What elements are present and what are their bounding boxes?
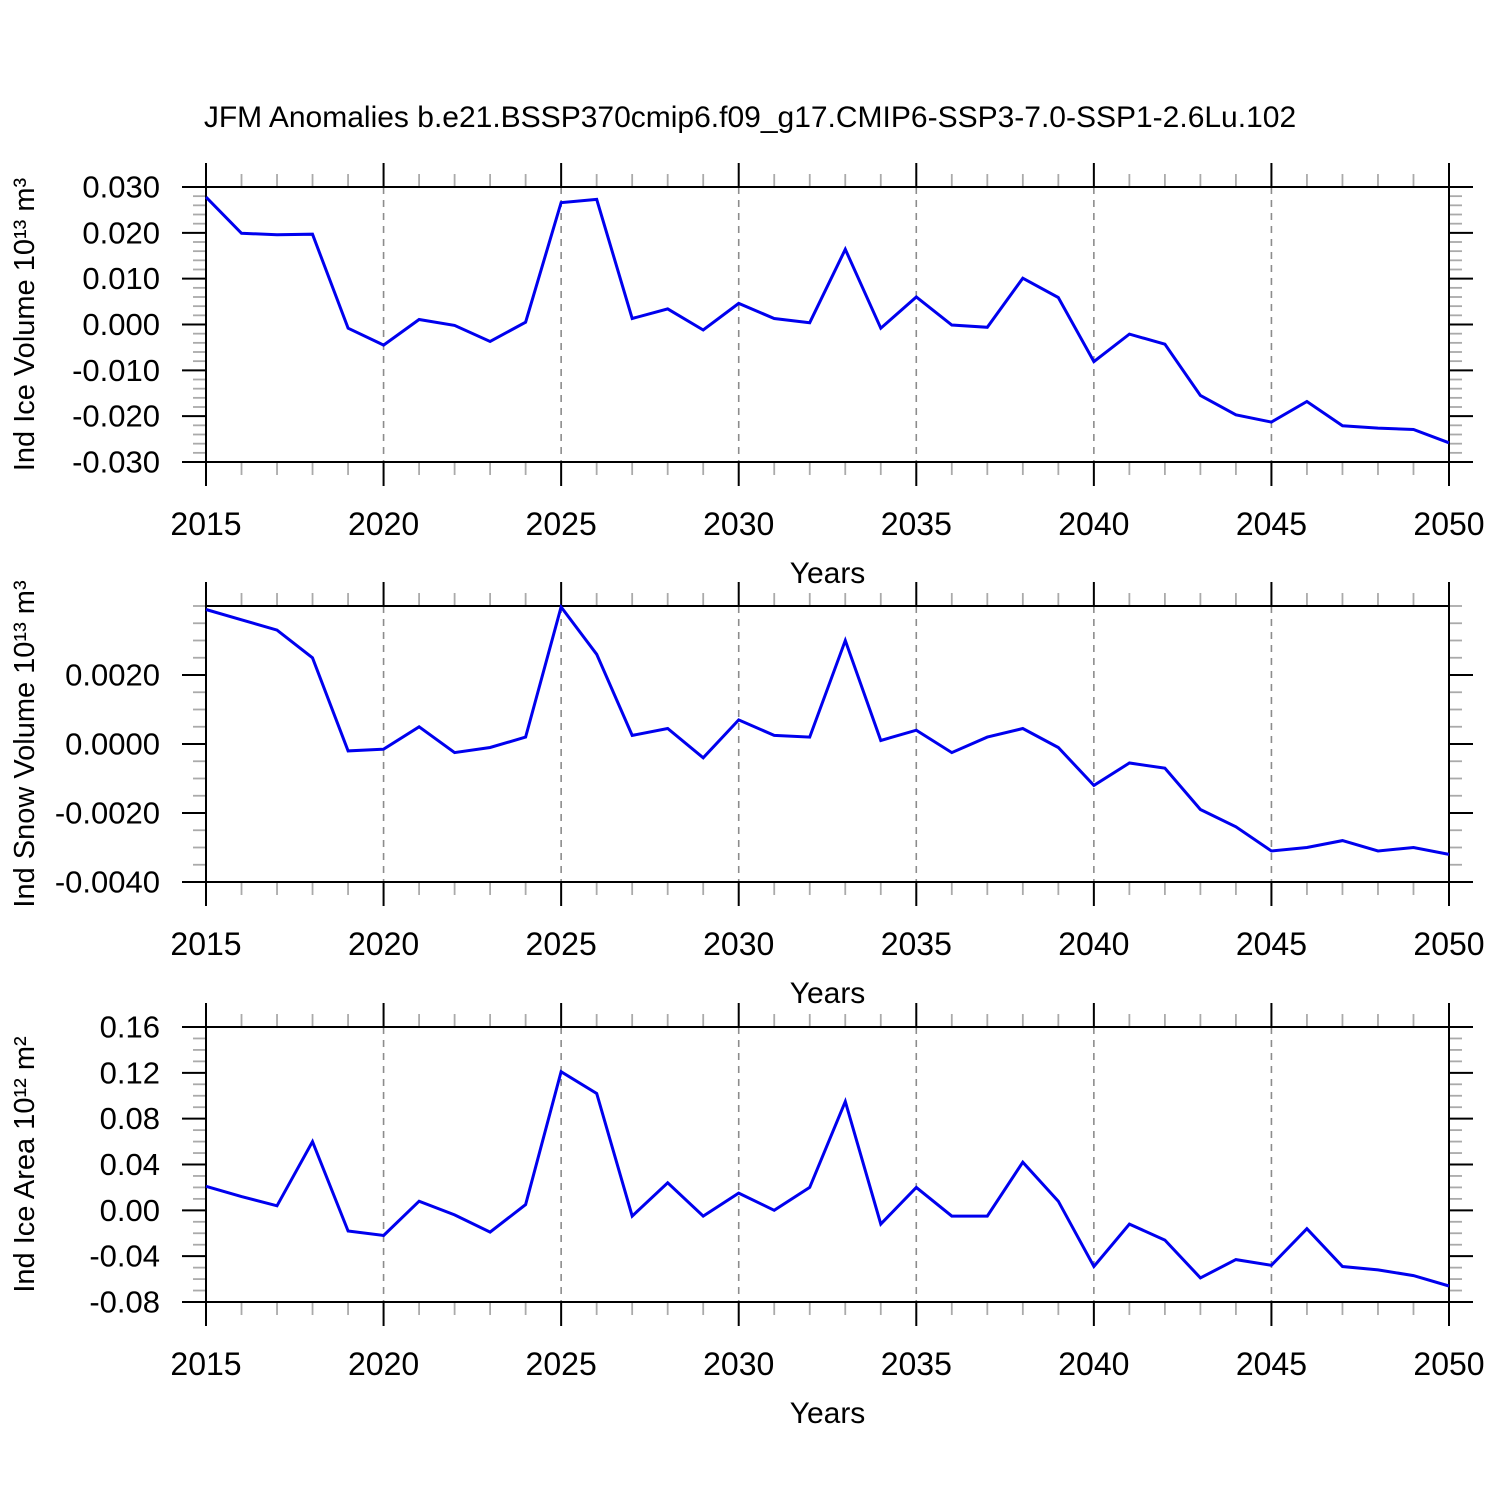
y-tick-label: 0.08 <box>100 1101 160 1136</box>
y-tick-label: -0.030 <box>72 445 160 480</box>
plot-frame <box>205 186 1450 463</box>
x-tick-label: 2030 <box>703 1346 774 1382</box>
plot-frame <box>205 1026 1450 1303</box>
x-tick-label: 2045 <box>1236 926 1307 962</box>
series-line-ice-volume <box>204 196 1450 445</box>
y-tick-label: 0.000 <box>82 307 160 342</box>
x-tick-label: 2040 <box>1058 506 1129 542</box>
x-tick-label: 2050 <box>1413 506 1484 542</box>
x-tick-label: 2035 <box>881 926 952 962</box>
y-tick-label: 0.0020 <box>65 658 160 693</box>
x-tick-label: 2045 <box>1236 506 1307 542</box>
x-tick-label: 2030 <box>703 926 774 962</box>
y-axis-title: Ind Ice Area 10¹² m² <box>9 1036 41 1293</box>
panel-snow-volume: 0.0020 0.0000 -0.0020 -0.0040 2015 2020 2025 20… <box>9 580 1485 1010</box>
x-axis-title: Years <box>790 977 866 1010</box>
x-tick-label: 2035 <box>881 506 952 542</box>
y-axis-title: Ind Snow Volume 10¹³ m³ <box>9 580 41 908</box>
y-tick-label: -0.0040 <box>55 865 160 900</box>
x-tick-label: 2015 <box>170 1346 241 1382</box>
x-tick-label: 2030 <box>703 506 774 542</box>
y-tick-label: -0.010 <box>72 353 160 388</box>
x-tick-label: 2050 <box>1413 926 1484 962</box>
x-tick-label: 2035 <box>881 1346 952 1382</box>
y-tick-label: -0.020 <box>72 399 160 434</box>
x-tick-label: 2025 <box>526 926 597 962</box>
y-tick-label: 0.030 <box>82 170 160 205</box>
y-tick-label: 0.0000 <box>65 727 160 762</box>
series-line-snow-volume <box>205 603 1450 856</box>
x-tick-label: 2020 <box>348 1346 419 1382</box>
chart-title: JFM Anomalies b.e21.BSSP370cmip6.f09_g17… <box>204 101 1296 134</box>
y-tick-label: 0.12 <box>100 1055 160 1090</box>
x-tick-label: 2040 <box>1058 926 1129 962</box>
y-tick-label: 0.020 <box>82 215 160 250</box>
y-tick-label: -0.0020 <box>55 796 160 831</box>
y-tick-label: -0.08 <box>89 1285 160 1320</box>
series-line-ice-area <box>205 1069 1450 1288</box>
x-tick-label: 2015 <box>170 926 241 962</box>
x-tick-label: 2020 <box>348 506 419 542</box>
x-tick-label: 2025 <box>526 1346 597 1382</box>
y-tick-label: 0.16 <box>100 1010 160 1045</box>
y-tick-label: 0.04 <box>100 1147 160 1182</box>
x-tick-label: 2025 <box>526 506 597 542</box>
x-tick-label: 2015 <box>170 506 241 542</box>
panel-ice-volume: 0.030 0.020 0.010 0.000 -0.010 -0.020 -0.030 20… <box>9 163 1485 590</box>
y-tick-label: 0.010 <box>82 261 160 296</box>
x-axis-title: Years <box>790 557 866 590</box>
panel-ice-area: 0.16 0.12 0.08 0.04 0.00 -0.04 -0.08 2015 2020 20… <box>9 1003 1485 1430</box>
y-tick-label: 0.00 <box>100 1193 160 1228</box>
x-tick-label: 2045 <box>1236 1346 1307 1382</box>
y-tick-label: -0.04 <box>89 1239 160 1274</box>
plot-frame <box>205 605 1450 883</box>
x-tick-label: 2020 <box>348 926 419 962</box>
x-axis-title: Years <box>790 1397 866 1430</box>
x-tick-label: 2050 <box>1413 1346 1484 1382</box>
x-tick-label: 2040 <box>1058 1346 1129 1382</box>
y-axis-title: Ind Ice Volume 10¹³ m³ <box>9 177 41 471</box>
